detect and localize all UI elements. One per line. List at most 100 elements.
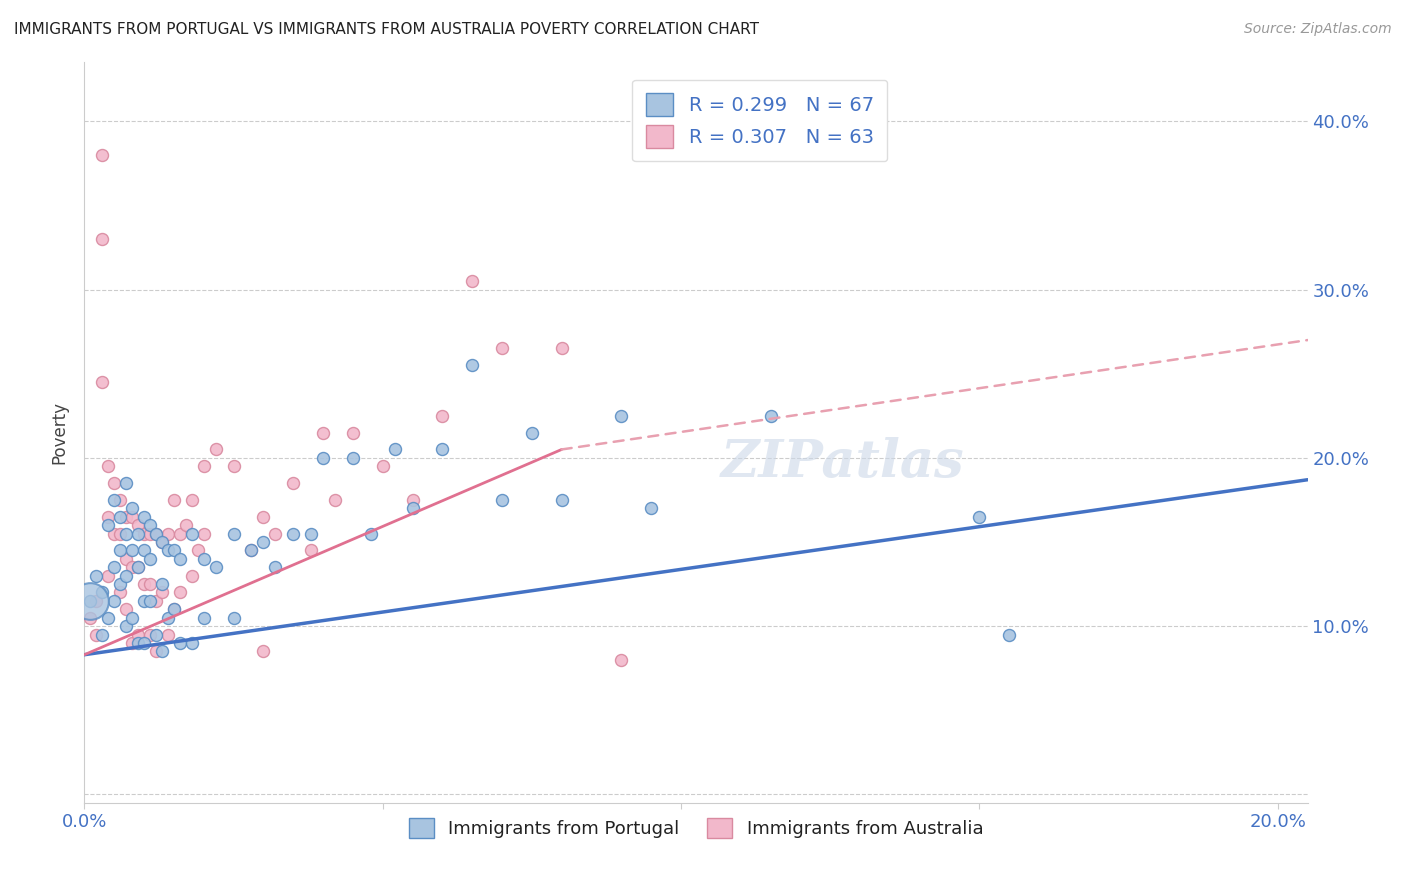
Point	[103, 492, 125, 507]
Point	[132, 636, 155, 650]
Point	[91, 148, 114, 162]
Point	[204, 442, 226, 457]
Point	[240, 543, 263, 558]
Point	[610, 409, 633, 423]
Point	[299, 543, 322, 558]
Point	[193, 526, 215, 541]
Point	[264, 526, 287, 541]
Point	[84, 568, 107, 582]
Point	[264, 560, 287, 574]
Point	[145, 627, 167, 641]
Point	[432, 409, 454, 423]
Point	[103, 560, 125, 574]
Point	[97, 459, 120, 474]
Point	[127, 518, 149, 533]
Point	[342, 450, 364, 465]
Point	[998, 627, 1021, 641]
Point	[108, 543, 131, 558]
Point	[283, 476, 305, 491]
Point	[121, 543, 143, 558]
Point	[371, 459, 394, 474]
Point	[180, 568, 202, 582]
Point	[222, 526, 245, 541]
Point	[252, 644, 274, 658]
Point	[283, 526, 305, 541]
Point	[520, 425, 543, 440]
Point	[115, 526, 138, 541]
Point	[551, 492, 574, 507]
Point	[150, 535, 173, 549]
Point	[461, 359, 484, 373]
Point	[84, 627, 107, 641]
Point	[323, 492, 346, 507]
Point	[312, 425, 335, 440]
Point	[384, 442, 406, 457]
Point	[127, 526, 149, 541]
Point	[156, 526, 179, 541]
Point	[97, 568, 120, 582]
Point	[204, 560, 226, 574]
Point	[127, 636, 149, 650]
Point	[180, 492, 202, 507]
Point	[156, 627, 179, 641]
Point	[401, 501, 423, 516]
Point	[252, 535, 274, 549]
Point	[969, 509, 991, 524]
Point	[139, 577, 162, 591]
Point	[121, 501, 143, 516]
Point	[759, 409, 782, 423]
Point	[91, 232, 114, 246]
Point	[127, 560, 149, 574]
Point	[139, 518, 162, 533]
Point	[91, 375, 114, 389]
Point	[461, 274, 484, 288]
Point	[551, 342, 574, 356]
Y-axis label: Poverty: Poverty	[51, 401, 69, 464]
Point	[108, 585, 131, 599]
Point	[139, 627, 162, 641]
Text: Source: ZipAtlas.com: Source: ZipAtlas.com	[1244, 22, 1392, 37]
Point	[299, 526, 322, 541]
Point	[145, 526, 167, 541]
Point	[108, 526, 131, 541]
Point	[169, 551, 191, 566]
Point	[180, 526, 202, 541]
Point	[610, 653, 633, 667]
Point	[127, 560, 149, 574]
Point	[163, 543, 186, 558]
Point	[121, 509, 143, 524]
Point	[163, 602, 186, 616]
Point	[169, 585, 191, 599]
Point	[132, 526, 155, 541]
Point	[187, 543, 209, 558]
Point	[132, 577, 155, 591]
Point	[97, 509, 120, 524]
Point	[97, 518, 120, 533]
Point	[312, 450, 335, 465]
Text: IMMIGRANTS FROM PORTUGAL VS IMMIGRANTS FROM AUSTRALIA POVERTY CORRELATION CHART: IMMIGRANTS FROM PORTUGAL VS IMMIGRANTS F…	[14, 22, 759, 37]
Text: ZIPatlas: ZIPatlas	[721, 437, 965, 488]
Point	[132, 509, 155, 524]
Point	[169, 526, 191, 541]
Point	[127, 627, 149, 641]
Point	[252, 509, 274, 524]
Point	[174, 518, 197, 533]
Point	[108, 492, 131, 507]
Point	[139, 594, 162, 608]
Point	[150, 577, 173, 591]
Point	[115, 568, 138, 582]
Point	[79, 594, 101, 608]
Point	[115, 551, 138, 566]
Point	[145, 644, 167, 658]
Point	[121, 636, 143, 650]
Point	[103, 594, 125, 608]
Point	[139, 526, 162, 541]
Point	[491, 342, 513, 356]
Point	[79, 610, 101, 624]
Point	[150, 585, 173, 599]
Point	[432, 442, 454, 457]
Point	[121, 560, 143, 574]
Point	[115, 476, 138, 491]
Point	[91, 585, 114, 599]
Point	[150, 644, 173, 658]
